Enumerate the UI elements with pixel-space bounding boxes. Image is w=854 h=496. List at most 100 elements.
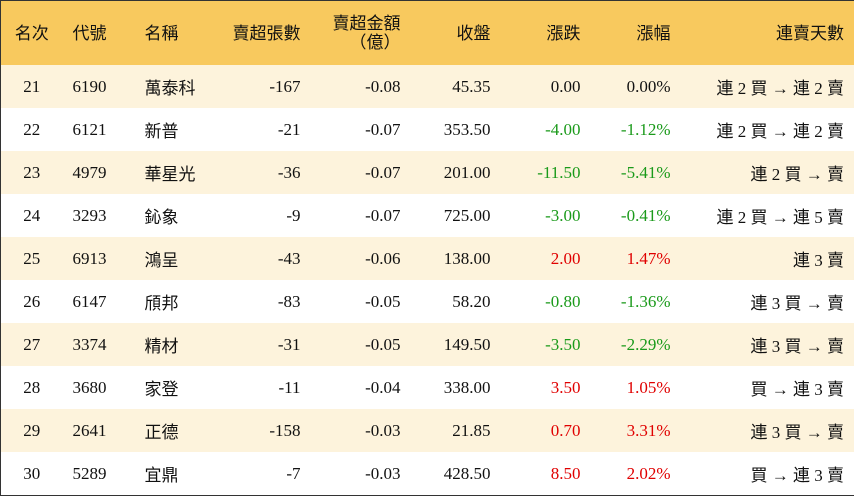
table-cell: -0.08 (310, 65, 411, 108)
table-cell: 29 (0, 409, 63, 452)
table-row: 25 6913 鴻呈 -43 -0.06 138.00 2.00 1.47% 連 3 賣 (0, 237, 854, 280)
table-cell: 家登 (144, 380, 179, 399)
column-header: 代號 (62, 0, 131, 65)
table-row: 21 6190 萬泰科 -167 -0.08 45.35 0.00 0.00% 連 2 買 → … (0, 65, 854, 108)
table-row: 26 6147 頎邦 -83 -0.05 58.20 -0.80 -1.36% 連 3 買 → … (1, 280, 854, 323)
table-cell: -0.03 (365, 463, 401, 483)
table-cell: 24 (23, 205, 41, 225)
table-cell: 精材 (130, 323, 216, 366)
table-cell: 連 3 買 → 賣 (750, 294, 845, 313)
table-cell: -1.36% (620, 291, 671, 311)
table-cell: 新普 (144, 122, 179, 141)
table-cell: 0.00 (500, 65, 591, 108)
table-cell: 58.20 (452, 291, 491, 311)
table-cell: 連 2 買 → 連 2 賣 (716, 122, 845, 141)
table-cell: 27 (0, 323, 63, 366)
column-header: 名稱 (130, 0, 216, 65)
table-cell: 連 2 買 → 賣 (680, 151, 854, 194)
table-cell: 萬泰科 (130, 65, 216, 108)
table-row: 30 5289 宜鼎 -7 -0.03 428.50 8.50 2.02% 買 → 連 3 賣 (1, 452, 854, 496)
table-cell: -0.05 (310, 323, 411, 366)
table-cell: 2641 (62, 409, 131, 452)
table-cell: -9 (286, 205, 301, 225)
table-cell: 201.00 (410, 151, 501, 194)
table-row: 22 6121 新普 -21 -0.07 353.50 -4.00 -1.12% 連 2 買 →… (1, 108, 854, 151)
table-cell: 3374 (62, 323, 131, 366)
table-cell: 149.50 (410, 323, 501, 366)
column-header: 名次 (0, 0, 63, 65)
table-cell: -21 (277, 119, 301, 139)
table-cell: -36 (215, 151, 311, 194)
table-cell: 21.85 (410, 409, 501, 452)
table-cell: 正德 (130, 409, 216, 452)
table-cell: -3.00 (545, 205, 581, 225)
table-cell: 2.00 (500, 237, 591, 280)
table-cell: 鴻呈 (130, 237, 216, 280)
table-cell: 4979 (62, 151, 131, 194)
table-cell: -0.07 (310, 151, 411, 194)
table-cell: -0.41% (620, 205, 671, 225)
table-cell: 0.00% (590, 65, 681, 108)
table-cell: 2.02% (626, 463, 671, 483)
table-cell: 6121 (72, 119, 107, 139)
column-header: 賣超金額 （億） (310, 0, 411, 65)
table-cell: -0.07 (365, 205, 401, 225)
table-cell: -0.04 (365, 377, 401, 397)
table-cell: -31 (215, 323, 311, 366)
table-cell: 8.50 (550, 463, 581, 483)
table-cell: 25 (0, 237, 63, 280)
table-cell: -11.50 (500, 151, 591, 194)
table-cell: 45.35 (410, 65, 501, 108)
table-cell: 連 3 賣 (680, 237, 854, 280)
table-cell: 頎邦 (144, 294, 179, 313)
table-cell: 1.05% (626, 377, 671, 397)
table-cell: 3.50 (550, 377, 581, 397)
table-header: 名次 代號 名稱 賣超張數 賣超金額 （億） 收盤 漲跌 漲幅 連賣天數 (0, 0, 854, 65)
table-cell: -158 (215, 409, 311, 452)
table-row: 29 2641 正德 -158 -0.03 21.85 0.70 3.31% 連 3 買 → 賣 (0, 409, 854, 452)
table-cell: -43 (215, 237, 311, 280)
table-cell: 6190 (62, 65, 131, 108)
table-cell: 3293 (72, 205, 107, 225)
table-cell: -4.00 (545, 119, 581, 139)
table-cell: 3680 (72, 377, 107, 397)
table-cell: -0.80 (545, 291, 581, 311)
table-cell: 725.00 (443, 205, 491, 225)
table-cell: -7 (286, 463, 301, 483)
table-cell: 3.31% (590, 409, 681, 452)
table-cell: -83 (277, 291, 301, 311)
table-cell: -0.06 (310, 237, 411, 280)
table-cell: 鈊象 (144, 208, 179, 227)
header-row: 名次 代號 名稱 賣超張數 賣超金額 （億） 收盤 漲跌 漲幅 連賣天數 (0, 0, 854, 65)
table-cell: 138.00 (410, 237, 501, 280)
column-header: 收盤 (410, 0, 501, 65)
table-row: 28 3680 家登 -11 -0.04 338.00 3.50 1.05% 買 → 連 3 賣 (1, 366, 854, 409)
table-cell: 21 (0, 65, 63, 108)
table-cell: -5.41% (590, 151, 681, 194)
table-cell: 買 → 連 3 賣 (750, 380, 845, 399)
table-cell: 連 3 買 → 賣 (680, 409, 854, 452)
table-cell: 22 (23, 119, 41, 139)
column-header: 漲跌 (500, 0, 591, 65)
table-cell: 連 3 買 → 賣 (680, 323, 854, 366)
table-cell: 26 (23, 291, 41, 311)
column-header: 漲幅 (590, 0, 681, 65)
table-cell: 28 (23, 377, 41, 397)
table-cell: -0.05 (365, 291, 401, 311)
table-cell: 連 2 買 → 連 5 賣 (716, 208, 845, 227)
table-cell: -167 (215, 65, 311, 108)
table-cell: -3.50 (500, 323, 591, 366)
table-row: 24 3293 鈊象 -9 -0.07 725.00 -3.00 -0.41% 連 2 買 → … (1, 194, 854, 237)
table-cell: -1.12% (620, 119, 671, 139)
table-cell: -0.07 (365, 119, 401, 139)
column-header: 連賣天數 (680, 0, 854, 65)
table-cell: 0.70 (500, 409, 591, 452)
table-cell: 連 2 買 → 連 2 賣 (680, 65, 854, 108)
table-cell: 338.00 (443, 377, 491, 397)
table-cell: 23 (0, 151, 63, 194)
table-row: 27 3374 精材 -31 -0.05 149.50 -3.50 -2.29% 連 3 買 →… (0, 323, 854, 366)
table-cell: 6147 (72, 291, 107, 311)
table-cell: 買 → 連 3 賣 (750, 466, 845, 485)
table-cell: 428.50 (443, 463, 491, 483)
